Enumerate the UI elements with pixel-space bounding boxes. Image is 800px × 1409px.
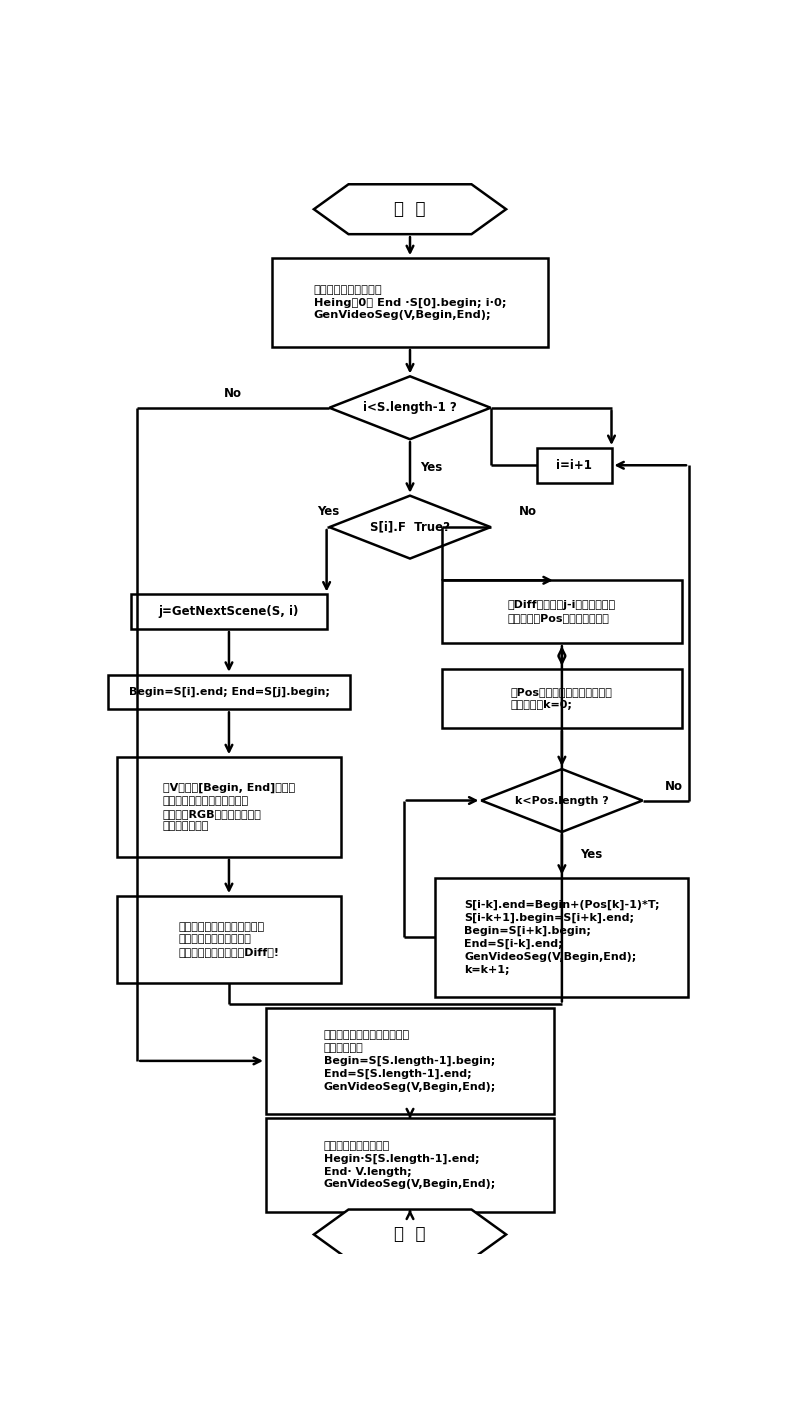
Text: No: No [665, 781, 682, 793]
Text: 从视频中分割出片尾：
Hegin·S[S.length-1].end;
End· V.length;
GenVideoSeg(V,Begin,End);: 从视频中分割出片尾： Hegin·S[S.length-1].end; End·… [324, 1141, 496, 1189]
Text: Yes: Yes [421, 461, 443, 473]
Text: S[i].F  True?: S[i].F True? [370, 520, 450, 534]
Text: i<S.length-1 ?: i<S.length-1 ? [363, 402, 457, 414]
Bar [118, 896, 341, 983]
Bar [272, 258, 548, 347]
Polygon shape [314, 1209, 506, 1260]
Text: No: No [224, 387, 242, 400]
Bar [108, 675, 350, 709]
Text: 开  始: 开 始 [394, 200, 426, 218]
Bar [266, 1119, 554, 1212]
Text: j=GetNextScene(S, i): j=GetNextScene(S, i) [158, 606, 299, 619]
Text: 结  束: 结 束 [394, 1226, 426, 1244]
Bar [131, 595, 326, 628]
Text: Yes: Yes [581, 848, 602, 861]
Polygon shape [482, 769, 642, 831]
Text: Yes: Yes [317, 506, 339, 519]
Text: 在Diff中找出（j-i）个值最大的
元素，并用Pos数据记录其下标: 在Diff中找出（j-i）个值最大的 元素，并用Pos数据记录其下标 [508, 600, 616, 623]
Text: Begin=S[i].end; End=S[j].begin;: Begin=S[i].end; End=S[j].begin; [129, 686, 330, 697]
Text: 计算相邻图像之间的三个颜色
分量颜色分布差的绝对值
和，并设结果存在数组Diff中!: 计算相邻图像之间的三个颜色 分量颜色分布差的绝对值 和，并设结果存在数组Diff… [178, 921, 279, 957]
Text: No: No [518, 506, 537, 519]
Text: k<Pos.length ?: k<Pos.length ? [515, 796, 609, 806]
Text: 对Pos数组中的元素按从小到大
进行排序；k=0;: 对Pos数组中的元素按从小到大 进行排序；k=0; [511, 688, 613, 710]
Bar [118, 757, 341, 857]
Bar [266, 1007, 554, 1115]
Bar [442, 669, 682, 728]
Text: S[i-k].end=Begin+(Pos[k]-1)*T;
S[i-k+1].begin=S[i+k].end;
Begin=S[i+k].begin;
En: S[i-k].end=Begin+(Pos[k]-1)*T; S[i-k+1].… [464, 900, 660, 975]
Bar [442, 581, 682, 643]
Polygon shape [330, 496, 490, 558]
Text: i=i+1: i=i+1 [556, 459, 592, 472]
Polygon shape [330, 376, 490, 440]
Text: 从视频中分割出最后一个含有
对白的场景：
Begin=S[S.length-1].begin;
End=S[S.length-1].end;
GenVideoS: 从视频中分割出最后一个含有 对白的场景： Begin=S[S.length-1]… [324, 1030, 496, 1092]
Text: 在V中抄取[Begin, End]时段视
频对应的图像序列，对每张图
像计算其RGB三个颜色分量的
颜色分布直方图: 在V中抄取[Begin, End]时段视 频对应的图像序列，对每张图 像计算其R… [163, 782, 295, 831]
Bar [537, 448, 611, 483]
Bar [435, 878, 688, 998]
Polygon shape [314, 185, 506, 234]
Text: 从视频中分割出片头：
Heing：0， End ·S[0].begin; i·0;
GenVideoSeg(V,Begin,End);: 从视频中分割出片头： Heing：0， End ·S[0].begin; i·0… [314, 285, 506, 320]
